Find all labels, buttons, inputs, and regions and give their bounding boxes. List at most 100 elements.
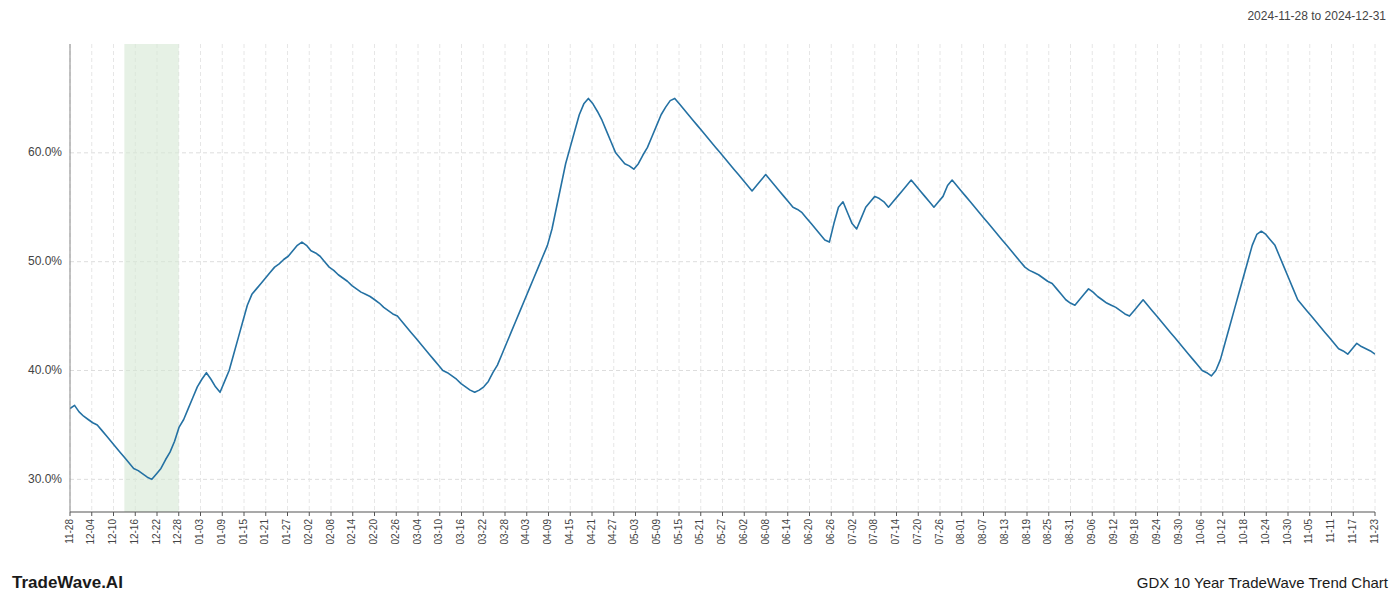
x-tick-mark [418, 512, 419, 516]
y-tick-label: 50.0% [28, 254, 62, 268]
x-grid-line [1353, 44, 1354, 512]
x-tick-label: 01-03 [194, 519, 205, 545]
x-tick-mark [1375, 512, 1376, 516]
x-grid-line [570, 44, 571, 512]
x-grid-line [657, 44, 658, 512]
y-axis-line [70, 44, 71, 512]
x-tick-label: 01-21 [259, 519, 270, 545]
x-tick-label: 02-08 [325, 519, 336, 545]
x-tick-mark [1201, 512, 1202, 516]
x-tick-label: 07-08 [868, 519, 879, 545]
x-tick-mark [396, 512, 397, 516]
x-tick-mark [635, 512, 636, 516]
x-tick-mark [1114, 512, 1115, 516]
x-tick-label: 07-20 [912, 519, 923, 545]
x-grid-line [1157, 44, 1158, 512]
x-tick-mark [874, 512, 875, 516]
x-grid-line [635, 44, 636, 512]
x-tick-label: 06-02 [738, 519, 749, 545]
x-grid-line [1179, 44, 1180, 512]
x-tick-label: 04-09 [542, 519, 553, 545]
x-tick-mark [461, 512, 462, 516]
x-tick-label: 02-20 [368, 519, 379, 545]
x-grid-line [1375, 44, 1376, 512]
x-tick-mark [135, 512, 136, 516]
x-tick-mark [178, 512, 179, 516]
x-tick-mark [787, 512, 788, 516]
x-grid-line [1135, 44, 1136, 512]
x-tick-mark [1353, 512, 1354, 516]
x-tick-label: 03-04 [412, 519, 423, 545]
x-tick-label: 01-27 [281, 519, 292, 545]
x-tick-label: 02-14 [346, 519, 357, 545]
x-grid-line [526, 44, 527, 512]
x-tick-mark [1027, 512, 1028, 516]
x-tick-label: 05-21 [694, 519, 705, 545]
x-tick-label: 09-18 [1129, 519, 1140, 545]
texts: 2024-11-28 to 2024-12-31TradeWave.AIGDX … [12, 9, 1389, 592]
x-tick-mark [700, 512, 701, 516]
x-grid-line [396, 44, 397, 512]
x-tick-label: 06-14 [781, 519, 792, 545]
x-tick-mark [244, 512, 245, 516]
x-grid-line [679, 44, 680, 512]
x-tick-mark [831, 512, 832, 516]
x-tick-label: 09-30 [1173, 519, 1184, 545]
x-tick-label: 08-19 [1021, 519, 1032, 545]
x-tick-label: 07-26 [934, 519, 945, 545]
x-tick-mark [1048, 512, 1049, 516]
x-tick-label: 10-24 [1260, 519, 1271, 545]
x-grid-line [374, 44, 375, 512]
x-tick-mark [1092, 512, 1093, 516]
grid [70, 44, 1375, 512]
x-tick-mark [657, 512, 658, 516]
x-tick-mark [483, 512, 484, 516]
x-tick-label: 08-01 [955, 519, 966, 545]
x-tick-label: 07-02 [847, 519, 858, 545]
x-tick-label: 12-10 [107, 519, 118, 545]
x-tick-label: 08-07 [977, 519, 988, 545]
x-tick-mark [222, 512, 223, 516]
x-grid-line [700, 44, 701, 512]
x-grid-line [983, 44, 984, 512]
x-tick-mark [1222, 512, 1223, 516]
x-grid-line [439, 44, 440, 512]
x-grid-line [809, 44, 810, 512]
x-tick-label: 09-12 [1108, 519, 1119, 545]
x-tick-mark [439, 512, 440, 516]
x-tick-mark [1309, 512, 1310, 516]
x-tick-label: 12-16 [129, 519, 140, 545]
x-tick-label: 03-10 [433, 519, 444, 545]
x-grid-line [1222, 44, 1223, 512]
x-tick-label: 12-04 [85, 519, 96, 545]
x-tick-label: 10-06 [1195, 519, 1206, 545]
x-grid-line [548, 44, 549, 512]
plot-area [70, 44, 1375, 512]
x-tick-label: 11-17 [1347, 519, 1358, 544]
x-grid-line [287, 44, 288, 512]
annotation: TradeWave.AI [12, 573, 123, 592]
y-tick-label: 60.0% [28, 145, 62, 159]
x-tick-mark [548, 512, 549, 516]
x-tick-label: 12-28 [172, 519, 183, 545]
x-tick-mark [918, 512, 919, 516]
x-tick-label: 10-12 [1216, 519, 1227, 545]
x-tick-mark [505, 512, 506, 516]
x-tick-mark [309, 512, 310, 516]
subtitle: 2024-11-28 to 2024-12-31 [1247, 9, 1386, 23]
x-tick-label: 05-03 [629, 519, 640, 545]
x-grid-line [613, 44, 614, 512]
x-grid-line [874, 44, 875, 512]
x-tick-label: 01-09 [216, 519, 227, 545]
x-tick-label: 09-06 [1086, 519, 1097, 545]
x-tick-mark [265, 512, 266, 516]
x-tick-mark [1179, 512, 1180, 516]
x-grid-line [418, 44, 419, 512]
x-grid-line [505, 44, 506, 512]
x-tick-mark [940, 512, 941, 516]
x-tick-label: 04-21 [586, 519, 597, 545]
x-grid-line [1266, 44, 1267, 512]
x-grid-line [592, 44, 593, 512]
x-tick-mark [809, 512, 810, 516]
y-grid-line [70, 370, 1375, 371]
